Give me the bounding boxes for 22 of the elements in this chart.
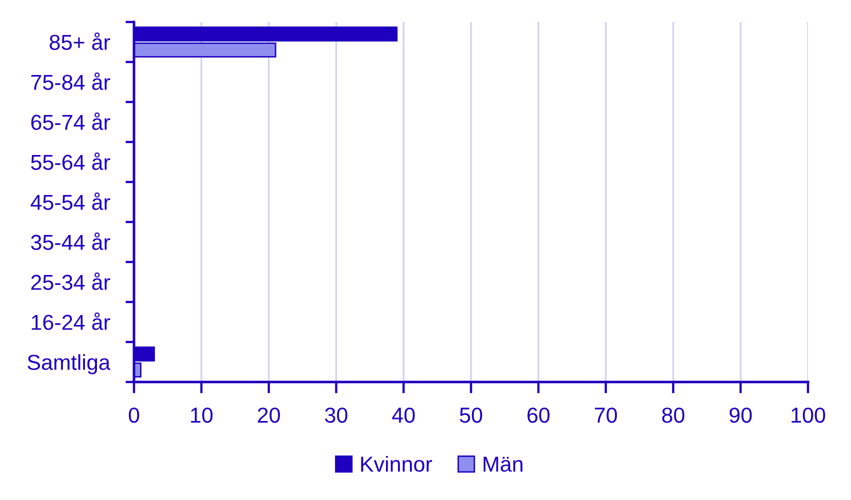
x-tick-label: 40 (392, 408, 415, 423)
y-tick-label: Samtliga (28, 354, 110, 374)
x-tick-label: 10 (191, 408, 213, 423)
y-tick-label: 45-54 år (30, 192, 110, 210)
y-tick-label: 75-84 år (31, 72, 110, 90)
x-tick-label: 20 (258, 408, 280, 423)
y-tick-label: 55-64 år (31, 152, 110, 170)
y-tick-label: 85+ år (50, 32, 110, 50)
x-tick-label: 80 (662, 408, 684, 423)
x-tick-label: 60 (528, 408, 550, 423)
x-tick-label: 70 (594, 408, 617, 423)
y-tick-label: 16-24 år (32, 312, 110, 330)
x-tick-label: 100 (792, 408, 826, 423)
legend-label: Kvinnor (361, 456, 432, 472)
legend-label: Män (484, 456, 522, 472)
x-tick-label: 0 (128, 408, 140, 423)
y-tick-label: 35-44 år (31, 232, 110, 250)
y-tick-label: 25-34 år (31, 272, 110, 290)
x-tick-label: 90 (730, 408, 752, 423)
x-tick-label: 50 (460, 408, 482, 423)
x-tick-label: 30 (325, 408, 348, 423)
y-tick-label: 65-74 år (31, 112, 110, 130)
